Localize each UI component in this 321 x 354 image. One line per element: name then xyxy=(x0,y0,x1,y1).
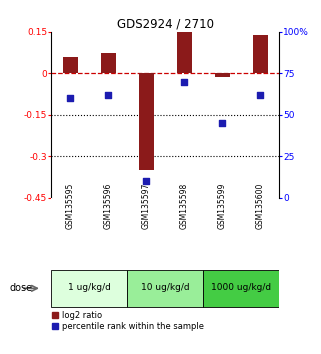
Text: GSM135599: GSM135599 xyxy=(218,183,227,229)
Text: 1000 ug/kg/d: 1000 ug/kg/d xyxy=(211,283,271,292)
Point xyxy=(258,92,263,98)
Point xyxy=(106,92,111,98)
Text: GSM135598: GSM135598 xyxy=(180,183,189,229)
Bar xyxy=(177,32,192,73)
Point xyxy=(68,95,73,101)
Bar xyxy=(253,35,268,73)
Text: 1 ug/kg/d: 1 ug/kg/d xyxy=(68,283,111,292)
Text: GSM135596: GSM135596 xyxy=(104,183,113,229)
Text: GSM135597: GSM135597 xyxy=(142,183,151,229)
Bar xyxy=(215,73,230,78)
Bar xyxy=(139,73,154,170)
Bar xyxy=(101,53,116,73)
FancyBboxPatch shape xyxy=(203,270,279,307)
Point xyxy=(182,79,187,84)
Title: GDS2924 / 2710: GDS2924 / 2710 xyxy=(117,18,214,31)
Point xyxy=(144,178,149,184)
Text: GSM135600: GSM135600 xyxy=(256,183,265,229)
FancyBboxPatch shape xyxy=(51,270,127,307)
Text: GSM135595: GSM135595 xyxy=(66,183,75,229)
Text: dose: dose xyxy=(10,283,33,293)
FancyBboxPatch shape xyxy=(127,270,203,307)
Text: 10 ug/kg/d: 10 ug/kg/d xyxy=(141,283,190,292)
Legend: log2 ratio, percentile rank within the sample: log2 ratio, percentile rank within the s… xyxy=(52,311,204,331)
Point xyxy=(220,120,225,126)
Bar xyxy=(63,57,78,73)
